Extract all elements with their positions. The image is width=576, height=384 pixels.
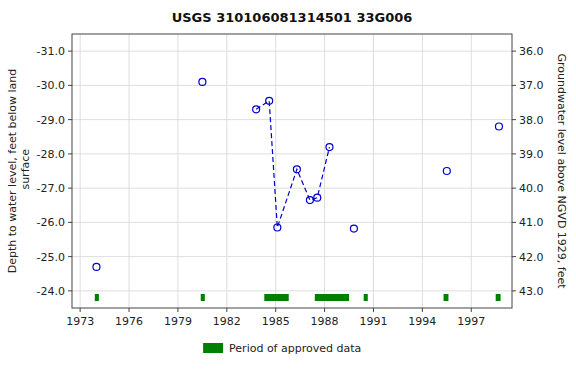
x-tick <box>80 308 81 312</box>
data-point <box>93 263 100 270</box>
y-tick-label: -30.0 <box>37 79 65 92</box>
y2-tick <box>512 153 516 154</box>
data-point <box>306 197 313 204</box>
y2-tick <box>512 222 516 223</box>
y2-tick <box>512 119 516 120</box>
y2-axis-label: Groundwater level above NGVD 1929, feet <box>555 53 568 289</box>
y-grid-line <box>72 222 512 223</box>
y-tick <box>68 290 72 291</box>
x-grid-line <box>129 34 130 308</box>
y2-tick-label: 39.0 <box>519 148 544 161</box>
title: USGS 310106081314501 33G006 <box>172 10 413 25</box>
y2-tick-label: 43.0 <box>519 285 544 298</box>
x-tick-label: 1997 <box>457 315 485 328</box>
y-grid-line <box>72 188 512 189</box>
y-grid-line <box>72 85 512 86</box>
y-grid-line <box>72 51 512 52</box>
y-tick <box>68 119 72 120</box>
y-tick-label: -24.0 <box>37 285 65 298</box>
y-grid-line <box>72 256 512 257</box>
y-tick-label: -31.0 <box>37 45 65 58</box>
y2-tick-label: 36.0 <box>519 45 544 58</box>
approved-period <box>364 294 368 301</box>
y-grid-line <box>72 153 512 154</box>
axes: 1973 1976 1979 1982 1985 1988 1991 1994 1997 -31.… <box>37 45 544 328</box>
x-tick-label: 1991 <box>359 315 387 328</box>
y-tick-label: -28.0 <box>37 148 65 161</box>
x-tick <box>129 308 130 312</box>
x-tick-label: 1979 <box>164 315 192 328</box>
x-tick <box>324 308 325 312</box>
legend: Period of approved data <box>203 342 361 355</box>
y-tick-label: -27.0 <box>37 182 65 195</box>
x-grid-line <box>177 34 178 308</box>
x-tick <box>471 308 472 312</box>
x-tick-label: 1988 <box>311 315 339 328</box>
x-tick <box>226 308 227 312</box>
x-tick-label: 1994 <box>408 315 436 328</box>
y-tick-label: -29.0 <box>37 114 65 127</box>
plot-frame <box>72 34 512 308</box>
y-grid-line <box>72 119 512 120</box>
chart: 1973 1976 1979 1982 1985 1988 1991 1994 1997 -31.… <box>0 0 576 384</box>
y-tick <box>68 85 72 86</box>
legend-label: Period of approved data <box>229 342 361 355</box>
y2-tick <box>512 290 516 291</box>
data-point <box>443 168 450 175</box>
legend-swatch <box>203 343 223 353</box>
approved-period <box>315 294 349 301</box>
y-axis-label: Depth to water level, feet below land su… <box>6 69 32 274</box>
y-tick <box>68 51 72 52</box>
y-tick <box>68 153 72 154</box>
grid <box>72 34 512 308</box>
x-grid-line <box>80 34 81 308</box>
y2-tick <box>512 256 516 257</box>
x-tick <box>373 308 374 312</box>
x-grid-line <box>422 34 423 308</box>
approved-period <box>201 294 205 301</box>
x-grid-line <box>275 34 276 308</box>
y-grid-line <box>72 290 512 291</box>
connecting-line <box>256 101 329 228</box>
y2-tick-label: 37.0 <box>519 79 544 92</box>
x-tick-label: 1973 <box>66 315 94 328</box>
y-tick-label: -25.0 <box>37 251 65 264</box>
y2-tick-label: 38.0 <box>519 114 544 127</box>
y2-tick-label: 41.0 <box>519 216 544 229</box>
y2-tick-label: 40.0 <box>519 182 544 195</box>
data-point <box>350 225 357 232</box>
approved-period <box>444 294 449 301</box>
approved-period <box>496 294 501 301</box>
approved-period <box>95 294 99 301</box>
x-tick <box>422 308 423 312</box>
x-tick-label: 1976 <box>115 315 143 328</box>
data-point <box>314 194 321 201</box>
y-tick <box>68 222 72 223</box>
y2-tick <box>512 188 516 189</box>
x-tick <box>275 308 276 312</box>
x-tick-label: 1985 <box>262 315 290 328</box>
y2-tick <box>512 85 516 86</box>
y-tick <box>68 256 72 257</box>
y2-tick-label: 42.0 <box>519 251 544 264</box>
y-tick-label: -26.0 <box>37 216 65 229</box>
x-grid-line <box>226 34 227 308</box>
data-point <box>495 123 502 130</box>
x-tick <box>177 308 178 312</box>
background <box>0 0 576 384</box>
plot-area <box>93 78 503 301</box>
x-tick-label: 1982 <box>213 315 241 328</box>
x-grid-line <box>471 34 472 308</box>
data-point <box>199 78 206 85</box>
y2-tick <box>512 51 516 52</box>
approved-period <box>264 294 288 301</box>
y-tick <box>68 188 72 189</box>
x-grid-line <box>373 34 374 308</box>
